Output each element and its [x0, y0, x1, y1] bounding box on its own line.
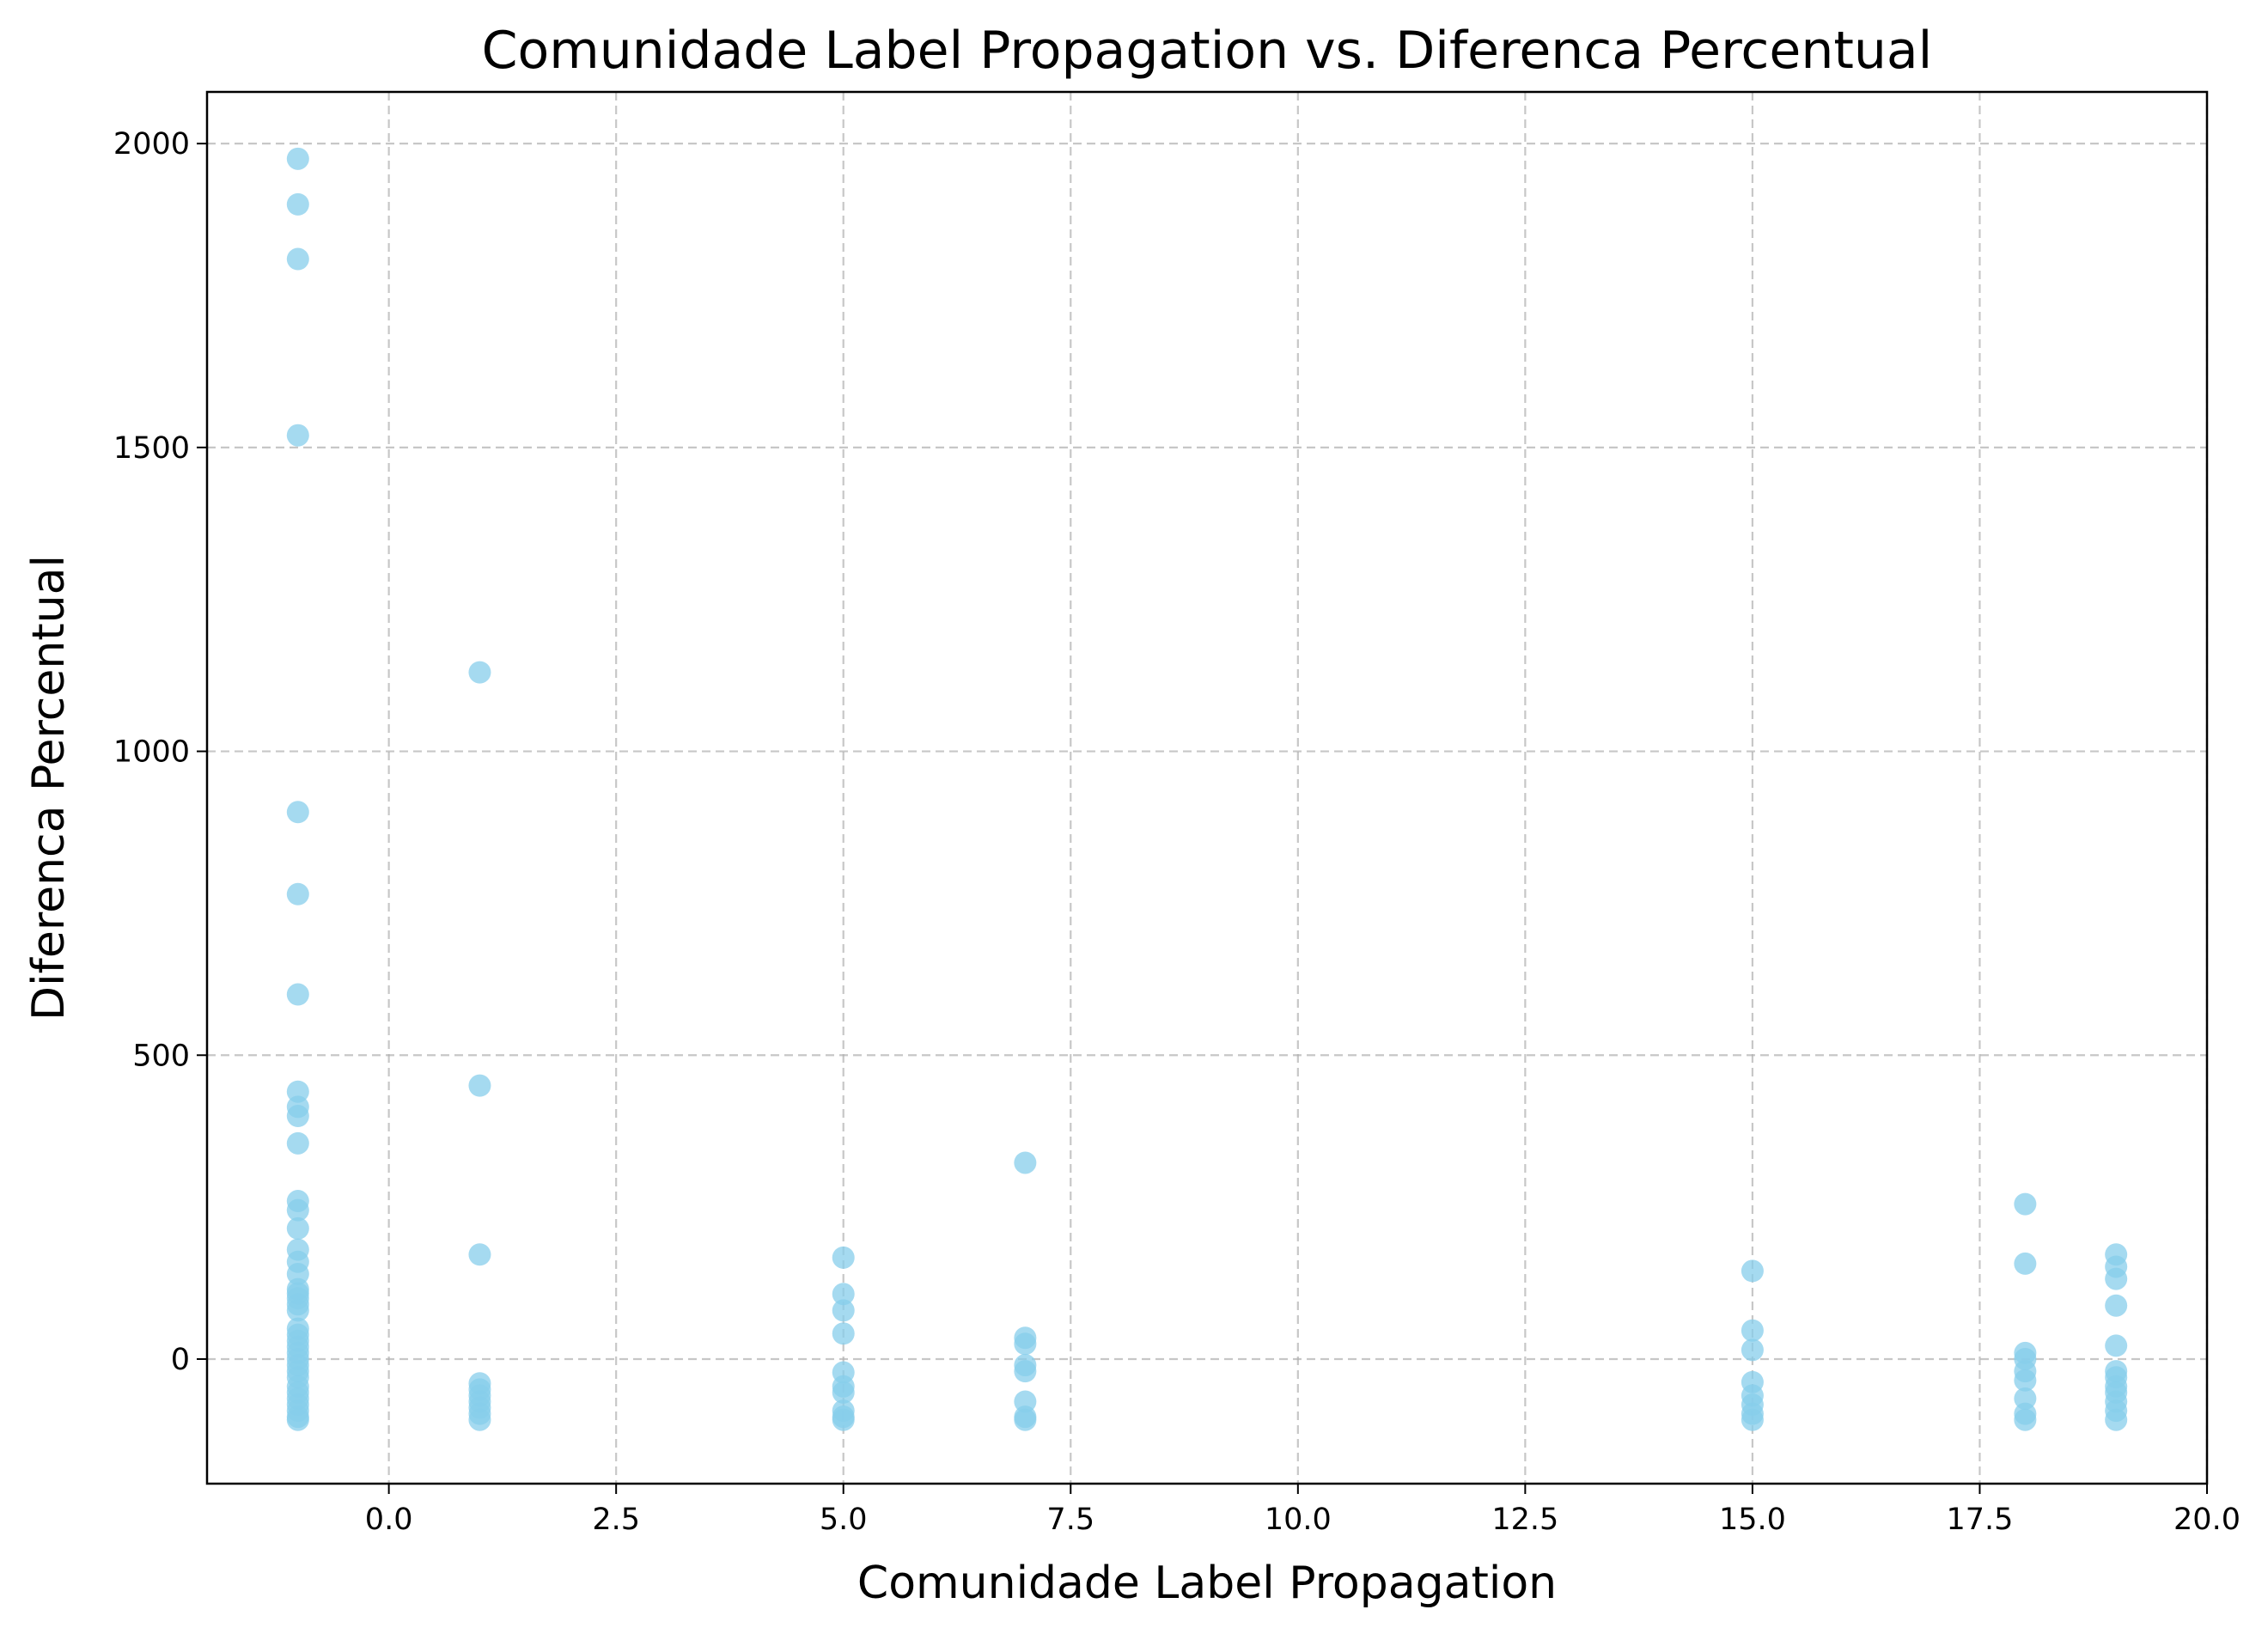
data-point: [286, 192, 309, 216]
data-point: [2105, 1408, 2128, 1431]
data-point: [832, 1408, 855, 1431]
data-point: [468, 661, 491, 684]
data-point: [2014, 1369, 2037, 1392]
data-point: [468, 1243, 491, 1266]
y-tick-label: 1500: [113, 431, 190, 466]
data-point: [286, 1216, 309, 1240]
data-point: [832, 1322, 855, 1345]
axis-ticks: 0.0 2.5 5.0 7.5 10.0 12.5 15.0 17.5 20.0 0 500 1000…: [113, 127, 2241, 1537]
x-tick-label: 2.5: [592, 1503, 640, 1537]
data-point: [1741, 1319, 1764, 1342]
chart-title: Comunidade Label Propagation vs. Diferen…: [482, 21, 1933, 81]
data-point: [832, 1283, 855, 1306]
y-tick-label: 0: [171, 1343, 190, 1377]
data-point: [1741, 1338, 1764, 1362]
data-point: [2014, 1408, 2037, 1431]
x-tick-label: 17.5: [1946, 1503, 2013, 1537]
data-point: [468, 1408, 491, 1431]
data-point: [286, 882, 309, 905]
data-point: [286, 1198, 309, 1222]
data-point: [2014, 1252, 2037, 1275]
data-point: [1014, 1408, 1037, 1431]
y-tick-label: 2000: [113, 127, 190, 162]
data-point: [286, 1408, 309, 1431]
y-tick-label: 500: [132, 1039, 190, 1073]
data-point: [286, 1299, 309, 1322]
data-point: [1741, 1408, 1764, 1431]
x-tick-label: 12.5: [1491, 1503, 1558, 1537]
y-tick-label: 1000: [113, 735, 190, 770]
data-point: [286, 247, 309, 271]
x-tick-label: 20.0: [2174, 1503, 2241, 1537]
x-tick-label: 5.0: [820, 1503, 868, 1537]
x-tick-label: 10.0: [1265, 1503, 1332, 1537]
x-tick-label: 0.0: [365, 1503, 413, 1537]
data-point: [286, 1105, 309, 1128]
data-point: [2105, 1334, 2128, 1357]
data-point: [832, 1299, 855, 1322]
x-tick-label: 7.5: [1046, 1503, 1094, 1537]
data-point: [1014, 1360, 1037, 1383]
data-point: [832, 1381, 855, 1404]
data-point: [1014, 1332, 1037, 1356]
data-point: [286, 1131, 309, 1155]
data-points: [286, 147, 2128, 1431]
y-axis-label: Diferenca Percentual: [23, 555, 75, 1021]
data-point: [286, 424, 309, 447]
data-point: [286, 983, 309, 1006]
data-point: [468, 1074, 491, 1097]
x-tick-label: 15.0: [1719, 1503, 1786, 1537]
plot-frame: [205, 90, 2209, 1485]
data-point: [2105, 1267, 2128, 1290]
data-point: [1741, 1259, 1764, 1283]
x-axis-label: Comunidade Label Propagation: [857, 1558, 1557, 1609]
data-point: [286, 147, 309, 170]
data-point: [2105, 1294, 2128, 1317]
data-point: [286, 801, 309, 824]
data-point: [1014, 1151, 1037, 1174]
data-point: [2014, 1192, 2037, 1216]
data-point: [832, 1246, 855, 1269]
